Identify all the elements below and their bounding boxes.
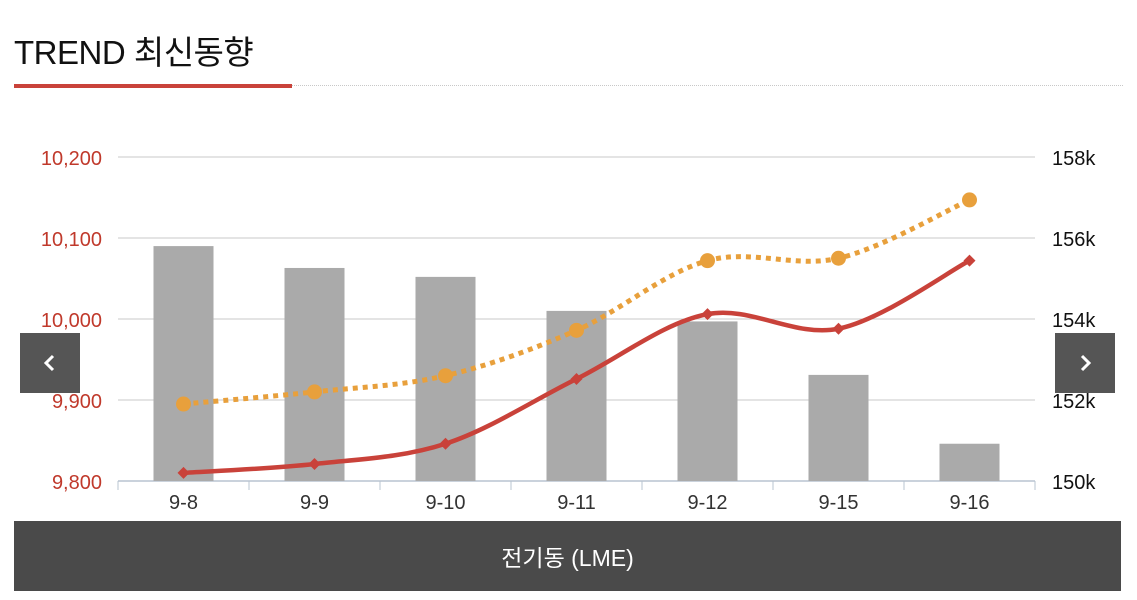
y-right-tick-label: 156k [1052, 229, 1096, 251]
x-tick-label: 9-9 [300, 492, 329, 514]
y-left-tick-label: 9,800 [52, 472, 102, 494]
red-point [439, 437, 452, 450]
x-tick-label: 9-15 [818, 492, 858, 514]
red-point [570, 372, 583, 385]
y-right-tick-label: 150k [1052, 472, 1096, 494]
y-right-tick-label: 152k [1052, 391, 1096, 413]
chevron-right-icon [1080, 354, 1092, 372]
bar [677, 321, 738, 481]
footer-label: 전기동 (LME) [14, 521, 1121, 591]
bar-series [153, 246, 1000, 481]
red-point [832, 322, 845, 335]
y-right-tick-label: 158k [1052, 148, 1096, 170]
y-right-tick-label: 154k [1052, 310, 1096, 332]
orange-point [700, 253, 715, 269]
orange-point [569, 322, 584, 338]
red-point [177, 466, 190, 479]
bar [939, 443, 1000, 481]
chevron-left-icon [43, 354, 55, 372]
prev-button[interactable] [20, 333, 80, 393]
y-left-tick-label: 10,000 [41, 310, 102, 332]
orange-point [438, 368, 453, 384]
x-tick-label: 9-16 [949, 492, 989, 514]
x-axis: 9-8 9-9 9-10 9-11 9-12 9-15 9-16 [117, 481, 1036, 514]
x-tick-label: 9-8 [169, 492, 198, 514]
bar [808, 374, 869, 481]
orange-point [176, 396, 191, 412]
orange-point [831, 250, 846, 266]
y-left-tick-label: 9,900 [52, 391, 102, 413]
bar [153, 246, 214, 481]
y-left-tick-label: 10,100 [41, 229, 102, 251]
red-point [701, 308, 714, 321]
orange-point [962, 192, 977, 208]
y-left-tick-label: 10,200 [41, 148, 102, 170]
red-point [963, 254, 976, 267]
title-divider [292, 85, 1123, 86]
y-axis-right: 158k 156k 154k 152k 150k [1052, 148, 1096, 494]
bar [284, 267, 345, 481]
x-tick-label: 9-12 [687, 492, 727, 514]
x-tick-label: 9-10 [425, 492, 465, 514]
title-underline [14, 84, 292, 88]
line-series [176, 192, 977, 479]
red-point [308, 457, 321, 470]
x-tick-label: 9-11 [557, 492, 596, 514]
orange-point [307, 384, 322, 400]
y-axis-left: 10,200 10,100 10,000 9,900 9,800 [41, 148, 102, 494]
page-title: TREND 최신동향 [14, 34, 254, 71]
next-button[interactable] [1055, 333, 1115, 393]
